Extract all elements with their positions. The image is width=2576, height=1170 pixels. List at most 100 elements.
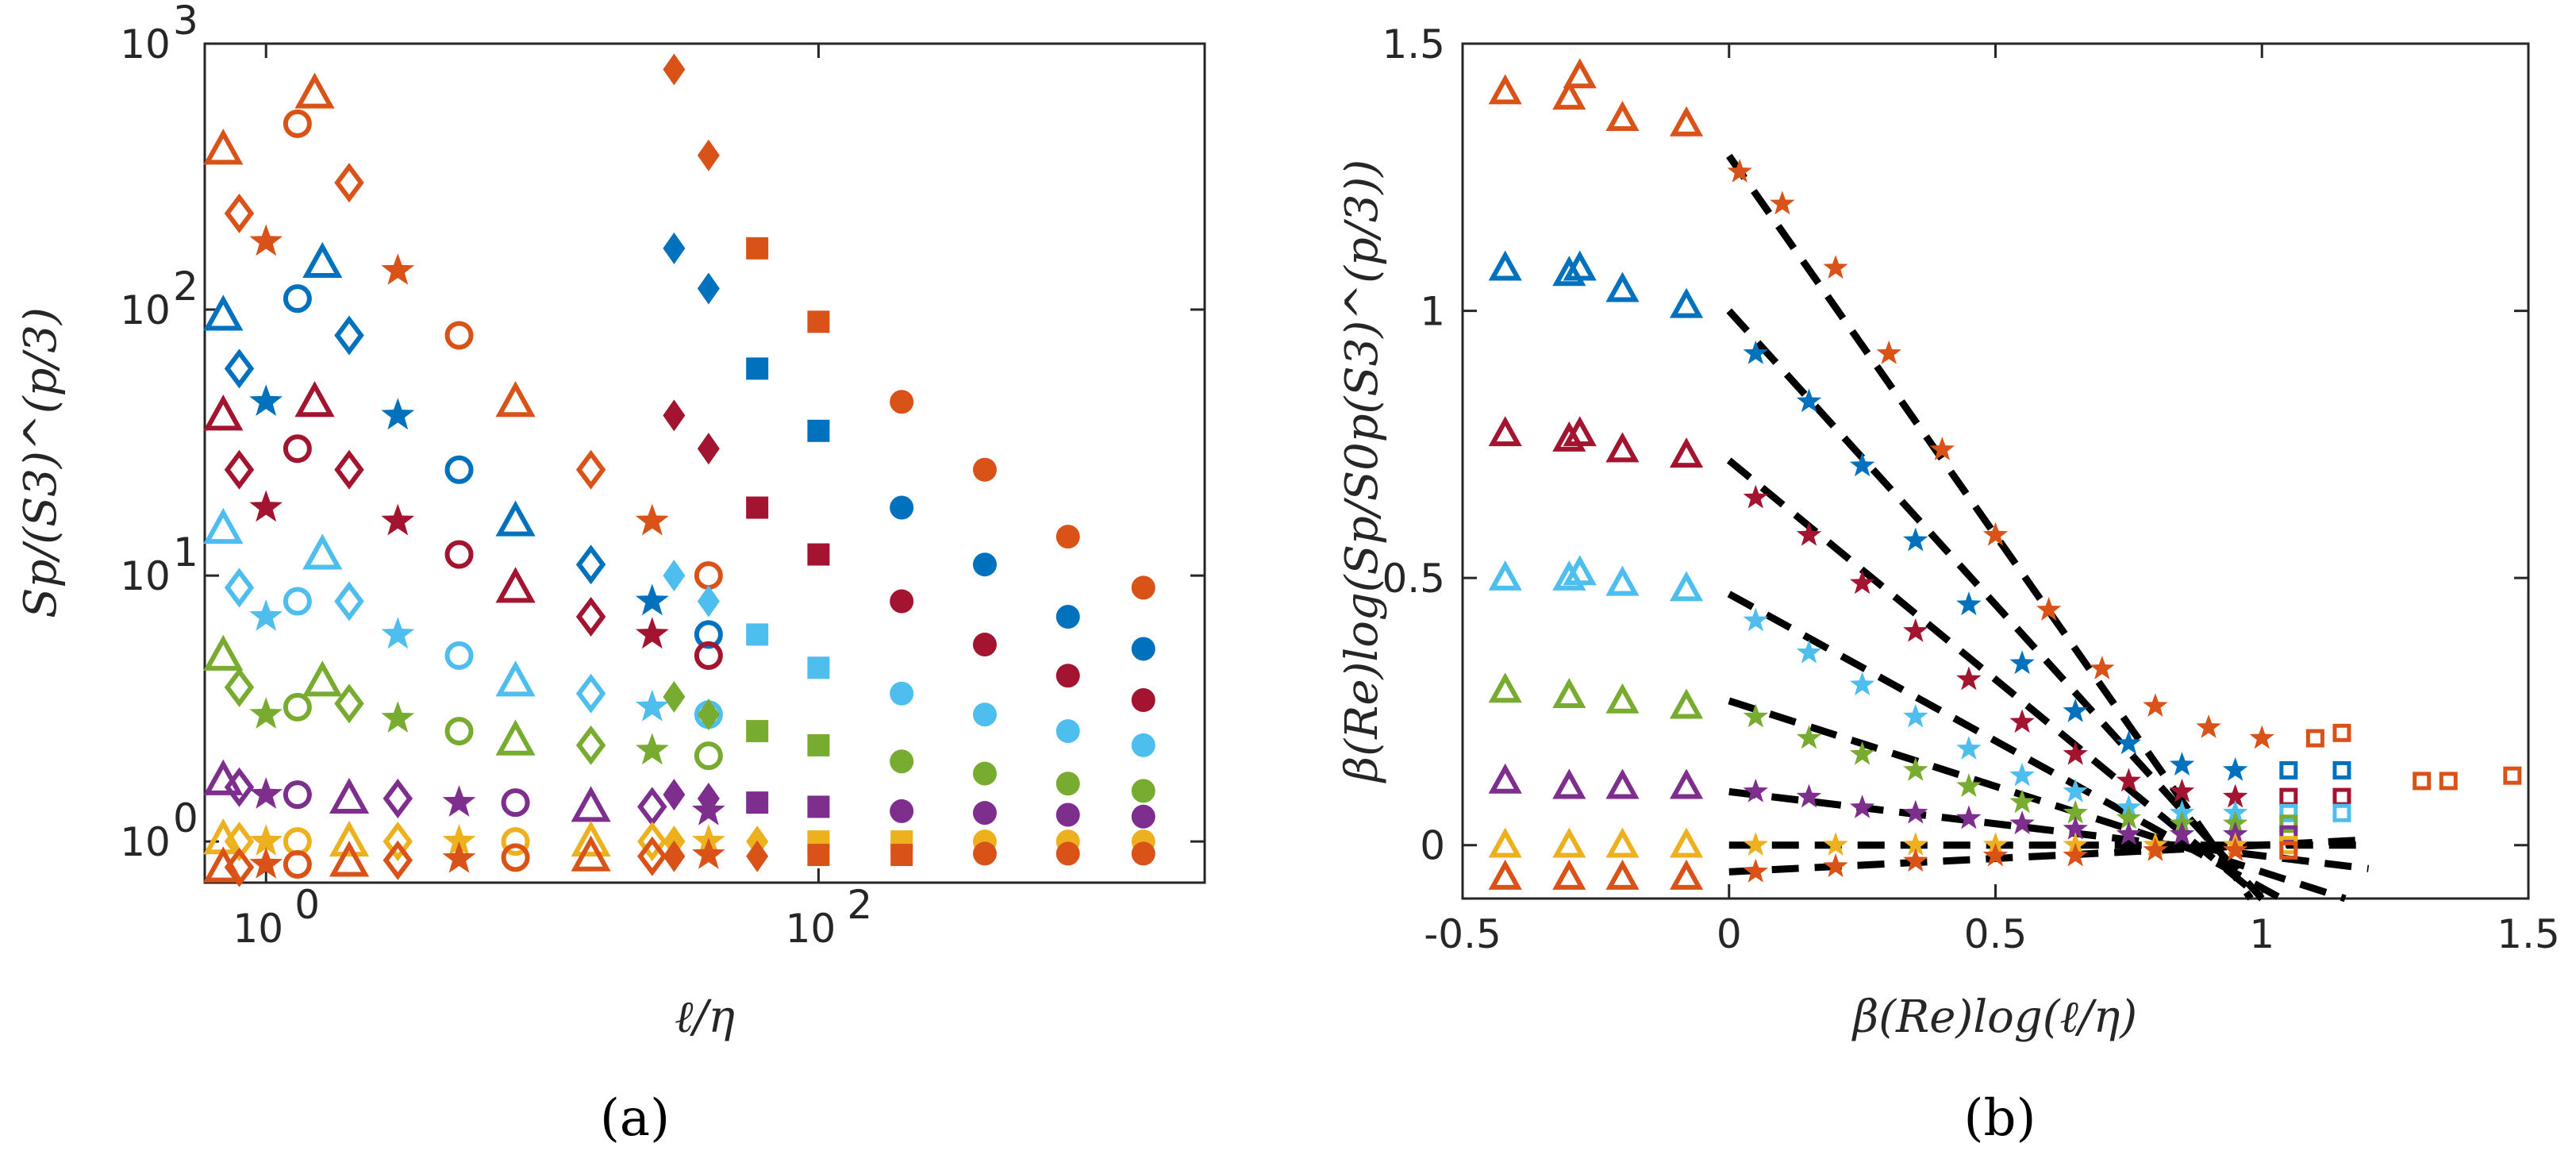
panel-b-point-orange xyxy=(2036,597,2062,621)
panel-a-point-red-filled xyxy=(746,496,769,519)
panel-b-ytick-label: 0 xyxy=(1420,823,1445,869)
panel-a-point-orange-low xyxy=(692,837,725,869)
panel-a-point-purple-filled xyxy=(1055,802,1080,827)
panel-b-point-blue xyxy=(2009,650,2035,675)
panel-a-point-orange-filled xyxy=(890,390,914,414)
panel-b-point-green xyxy=(1552,678,1586,709)
panel-b-point-orange-low xyxy=(2279,841,2298,860)
panel-b-fit-3 xyxy=(1726,457,2265,902)
panel-b-point-blue xyxy=(1956,591,1982,616)
panel-a-xtick-label: 10 xyxy=(233,906,283,952)
panel-a-point-lightblue xyxy=(381,617,415,649)
panel-a-point-yellow xyxy=(329,820,370,857)
panel-b-point-red xyxy=(1849,570,1875,595)
panel-a-point-purple xyxy=(571,786,611,822)
panel-b-point-blue xyxy=(1669,287,1704,318)
panel-b-label: (b) xyxy=(1964,1089,2036,1148)
panel-a-point-orange xyxy=(495,381,536,418)
panel-a-point-red xyxy=(224,449,255,490)
panel-a-point-lightblue-filled xyxy=(663,560,686,592)
panel-b-point-green xyxy=(1903,757,1928,781)
panel-b-point-orange-low xyxy=(1743,858,1768,883)
panel-a-point-green xyxy=(444,717,474,746)
panel-a-point-yellow xyxy=(383,822,413,862)
panel-a-xtick-label: 10 xyxy=(786,906,836,952)
panel-b-point-green xyxy=(1956,773,1982,797)
panel-a-point-lightblue xyxy=(203,507,244,545)
panel-a-point-orange-filled xyxy=(1055,525,1080,549)
panel-a-point-orange xyxy=(203,129,244,165)
panel-a-point-red-filled xyxy=(663,399,686,432)
panel-a-point-orange-filled xyxy=(697,139,720,171)
panel-a-point-lightblue xyxy=(302,533,343,570)
panel-a-ylabel: Sp/(S3)^(p/3) xyxy=(15,307,67,618)
panel-a-point-purple-filled xyxy=(746,791,769,814)
panel-b-point-purple xyxy=(1796,783,1822,808)
panel-a-point-blue-filled xyxy=(1055,604,1080,629)
panel-a-point-red xyxy=(694,641,723,670)
panel-a-point-lightblue-filled xyxy=(1055,719,1080,744)
panel-b-point-lightblue xyxy=(2279,803,2298,822)
panel-b-point-yellow xyxy=(1669,827,1704,858)
panel-a-point-orange-low xyxy=(637,836,667,876)
panel-b-point-orange xyxy=(2090,656,2115,679)
panel-b-point-orange-low xyxy=(1552,859,1586,890)
panel-a-point-green xyxy=(203,634,244,671)
panel-a-point-red-filled xyxy=(697,433,720,465)
panel-b-point-red xyxy=(1605,432,1640,463)
panel-b-point-orange xyxy=(1563,58,1597,89)
panel-a-point-green-filled xyxy=(1055,772,1080,796)
panel-b-point-green xyxy=(2063,799,2088,824)
panel-b-point-green xyxy=(1743,703,1768,728)
panel-a-point-orange xyxy=(635,503,669,536)
panel-b-point-blue xyxy=(2169,752,2195,776)
panel-b-point-blue xyxy=(1903,527,1928,552)
panel-b-point-purple xyxy=(2063,816,2088,840)
panel-a-point-blue xyxy=(203,294,244,331)
panel-a-point-lightblue xyxy=(334,581,364,622)
panel-b-point-orange-low xyxy=(2143,837,2168,861)
panel-a-point-red-filled xyxy=(807,543,830,566)
panel-a-points xyxy=(203,53,1155,887)
panel-b-point-lightblue xyxy=(1488,560,1522,591)
panel-b-point-purple xyxy=(1903,799,1928,824)
panel-a-point-orange-low-filled xyxy=(890,844,913,867)
panel-b-point-red xyxy=(2116,768,2142,792)
panel-b-point-lightblue xyxy=(2332,803,2351,822)
panel-a-point-yellow xyxy=(637,822,667,862)
panel-a-point-red xyxy=(334,449,364,490)
panel-a-point-orange-low xyxy=(329,841,370,877)
panel-b-point-orange-low xyxy=(2223,837,2248,861)
panel-a-label: (a) xyxy=(600,1089,670,1148)
panel-a-ytick-label: 10 xyxy=(120,21,171,67)
panel-a-point-orange-low-filled xyxy=(807,844,830,867)
panel-b-point-outliers xyxy=(2413,772,2432,791)
panel-a-point-blue xyxy=(635,583,669,616)
panel-b-point-orange xyxy=(1488,74,1522,105)
panel-a-point-purple xyxy=(249,777,283,809)
panel-a-point-lightblue xyxy=(444,641,474,670)
panel-a-point-blue xyxy=(224,348,255,389)
panel-a-point-orange xyxy=(224,193,255,233)
panel-a-point-green xyxy=(283,692,312,722)
panel-a-point-blue-filled xyxy=(807,419,830,442)
panel-a-point-green xyxy=(694,741,723,771)
panel-a-point-blue xyxy=(495,500,536,537)
panel-a-point-orange-low xyxy=(442,841,476,873)
panel-a-point-purple xyxy=(329,777,370,814)
panel-a-point-purple-filled xyxy=(972,801,997,826)
panel-b-point-lightblue xyxy=(2063,778,2088,802)
panel-b-point-orange xyxy=(1876,340,1901,364)
panel-b-point-purple xyxy=(1956,805,1982,829)
panel-b-point-orange xyxy=(1669,106,1704,137)
panel-b-point-outliers xyxy=(2439,772,2458,791)
panel-b-point-red xyxy=(2279,787,2298,806)
panel-a-point-green xyxy=(224,667,255,707)
panel-b-point-orange xyxy=(1727,159,1752,183)
panel-a-point-orange-low-filled xyxy=(663,840,686,872)
panel-a-point-orange xyxy=(283,109,312,138)
panel-a-point-yellow xyxy=(249,824,283,856)
panel-b-chart: -0.5 0 0.5 1 1.5 0 0.5 1 1.5 β(Re)log(ℓ/η) β(Re)… xyxy=(1336,21,2560,1148)
